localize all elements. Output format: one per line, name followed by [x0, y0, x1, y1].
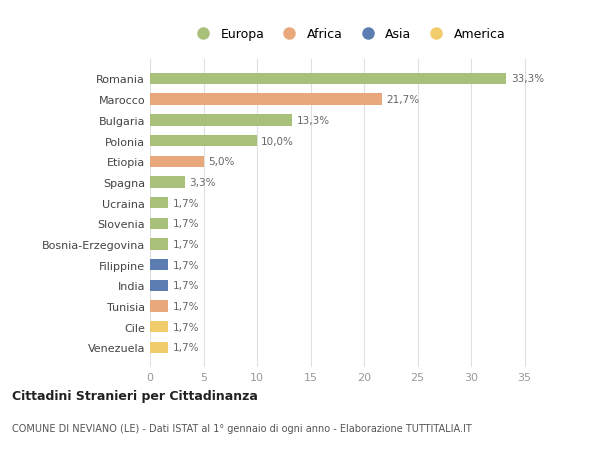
- Text: 5,0%: 5,0%: [208, 157, 234, 167]
- Bar: [150, 197, 168, 209]
- Text: 13,3%: 13,3%: [296, 116, 330, 126]
- Bar: [150, 239, 168, 250]
- Text: 1,7%: 1,7%: [172, 280, 199, 291]
- Text: 1,7%: 1,7%: [172, 322, 199, 332]
- Text: Cittadini Stranieri per Cittadinanza: Cittadini Stranieri per Cittadinanza: [12, 389, 258, 403]
- Text: 21,7%: 21,7%: [386, 95, 419, 105]
- Text: 1,7%: 1,7%: [172, 301, 199, 311]
- Text: 10,0%: 10,0%: [262, 136, 294, 146]
- Text: 1,7%: 1,7%: [172, 342, 199, 353]
- Bar: [150, 115, 292, 126]
- Bar: [150, 280, 168, 291]
- Text: 1,7%: 1,7%: [172, 260, 199, 270]
- Bar: [150, 259, 168, 271]
- Bar: [150, 156, 203, 168]
- Bar: [150, 301, 168, 312]
- Text: 1,7%: 1,7%: [172, 198, 199, 208]
- Bar: [150, 135, 257, 147]
- Text: COMUNE DI NEVIANO (LE) - Dati ISTAT al 1° gennaio di ogni anno - Elaborazione TU: COMUNE DI NEVIANO (LE) - Dati ISTAT al 1…: [12, 424, 472, 433]
- Bar: [150, 321, 168, 333]
- Bar: [150, 73, 506, 85]
- Bar: [150, 94, 382, 106]
- Text: 1,7%: 1,7%: [172, 219, 199, 229]
- Text: 1,7%: 1,7%: [172, 240, 199, 249]
- Text: 33,3%: 33,3%: [511, 74, 544, 84]
- Text: 3,3%: 3,3%: [190, 178, 216, 187]
- Legend: Europa, Africa, Asia, America: Europa, Africa, Asia, America: [185, 23, 511, 46]
- Bar: [150, 177, 185, 188]
- Bar: [150, 342, 168, 353]
- Bar: [150, 218, 168, 230]
